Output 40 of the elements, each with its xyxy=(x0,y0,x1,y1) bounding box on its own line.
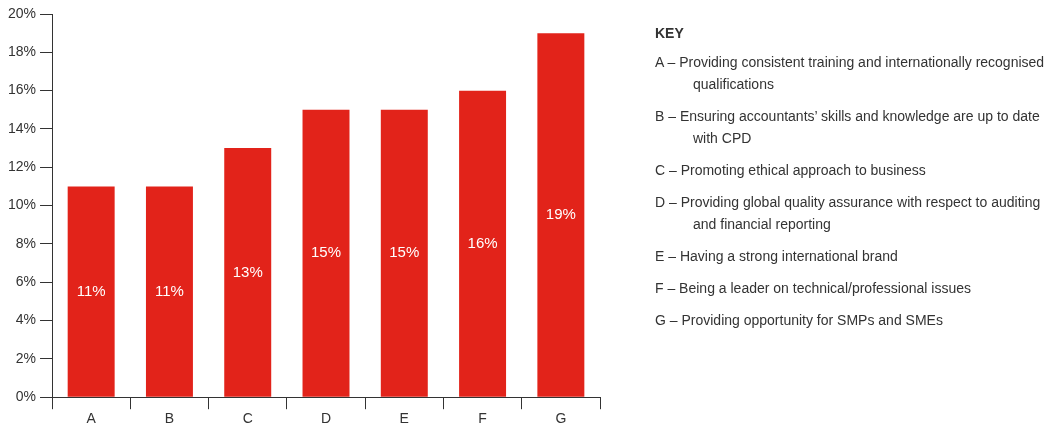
bar xyxy=(302,109,350,397)
x-tick-label: C xyxy=(242,410,253,427)
y-tick-label: 18% xyxy=(7,43,37,60)
bar xyxy=(224,148,272,397)
x-tick-label: A xyxy=(86,410,97,427)
data-label: 11% xyxy=(154,281,184,299)
y-tick-label: 16% xyxy=(7,81,37,98)
bar xyxy=(537,33,585,397)
data-label: 16% xyxy=(467,233,498,251)
data-label: 15% xyxy=(310,243,342,261)
data-label: 11% xyxy=(76,281,106,299)
text: F – Being a leader on technical/professional issues xyxy=(655,279,972,298)
bar xyxy=(145,186,193,397)
text: E – Having a strong international brand xyxy=(655,247,899,266)
data-label: 15% xyxy=(389,243,420,261)
y-tick-label: 4% xyxy=(15,311,37,328)
y-tick-label: 8% xyxy=(15,234,37,251)
y-tick-label: 2% xyxy=(15,349,37,366)
bar xyxy=(459,90,507,397)
data-label: 19% xyxy=(545,205,576,223)
y-tick-label: 10% xyxy=(7,196,37,213)
text: KEY xyxy=(655,24,685,43)
bar xyxy=(67,186,115,397)
x-tick-label: F xyxy=(478,410,487,427)
y-tick-label: 0% xyxy=(15,388,37,405)
text: C – Promoting ethical approach to business xyxy=(655,161,927,180)
y-tick-label: 6% xyxy=(15,273,37,290)
text: B – Ensuring accountants’ skills and knowledge are up to date with CPD xyxy=(655,107,1041,148)
y-tick-label: 12% xyxy=(7,158,37,175)
text: D – Providing global quality assurance with respect to auditing and financial reporting xyxy=(655,193,1042,234)
x-tick-label: E xyxy=(399,410,409,427)
bar xyxy=(380,109,428,397)
text: G – Providing opportunity for SMPs and SMEs xyxy=(655,311,944,330)
x-tick-label: G xyxy=(555,410,567,427)
y-tick-label: 20% xyxy=(7,4,37,21)
x-tick-label: D xyxy=(320,410,332,427)
y-tick-label: 14% xyxy=(7,119,37,136)
data-label: 13% xyxy=(232,262,263,280)
x-tick-label: B xyxy=(164,410,175,427)
text: A – Providing consistent training and internationally recognised qualifications xyxy=(655,53,1046,94)
